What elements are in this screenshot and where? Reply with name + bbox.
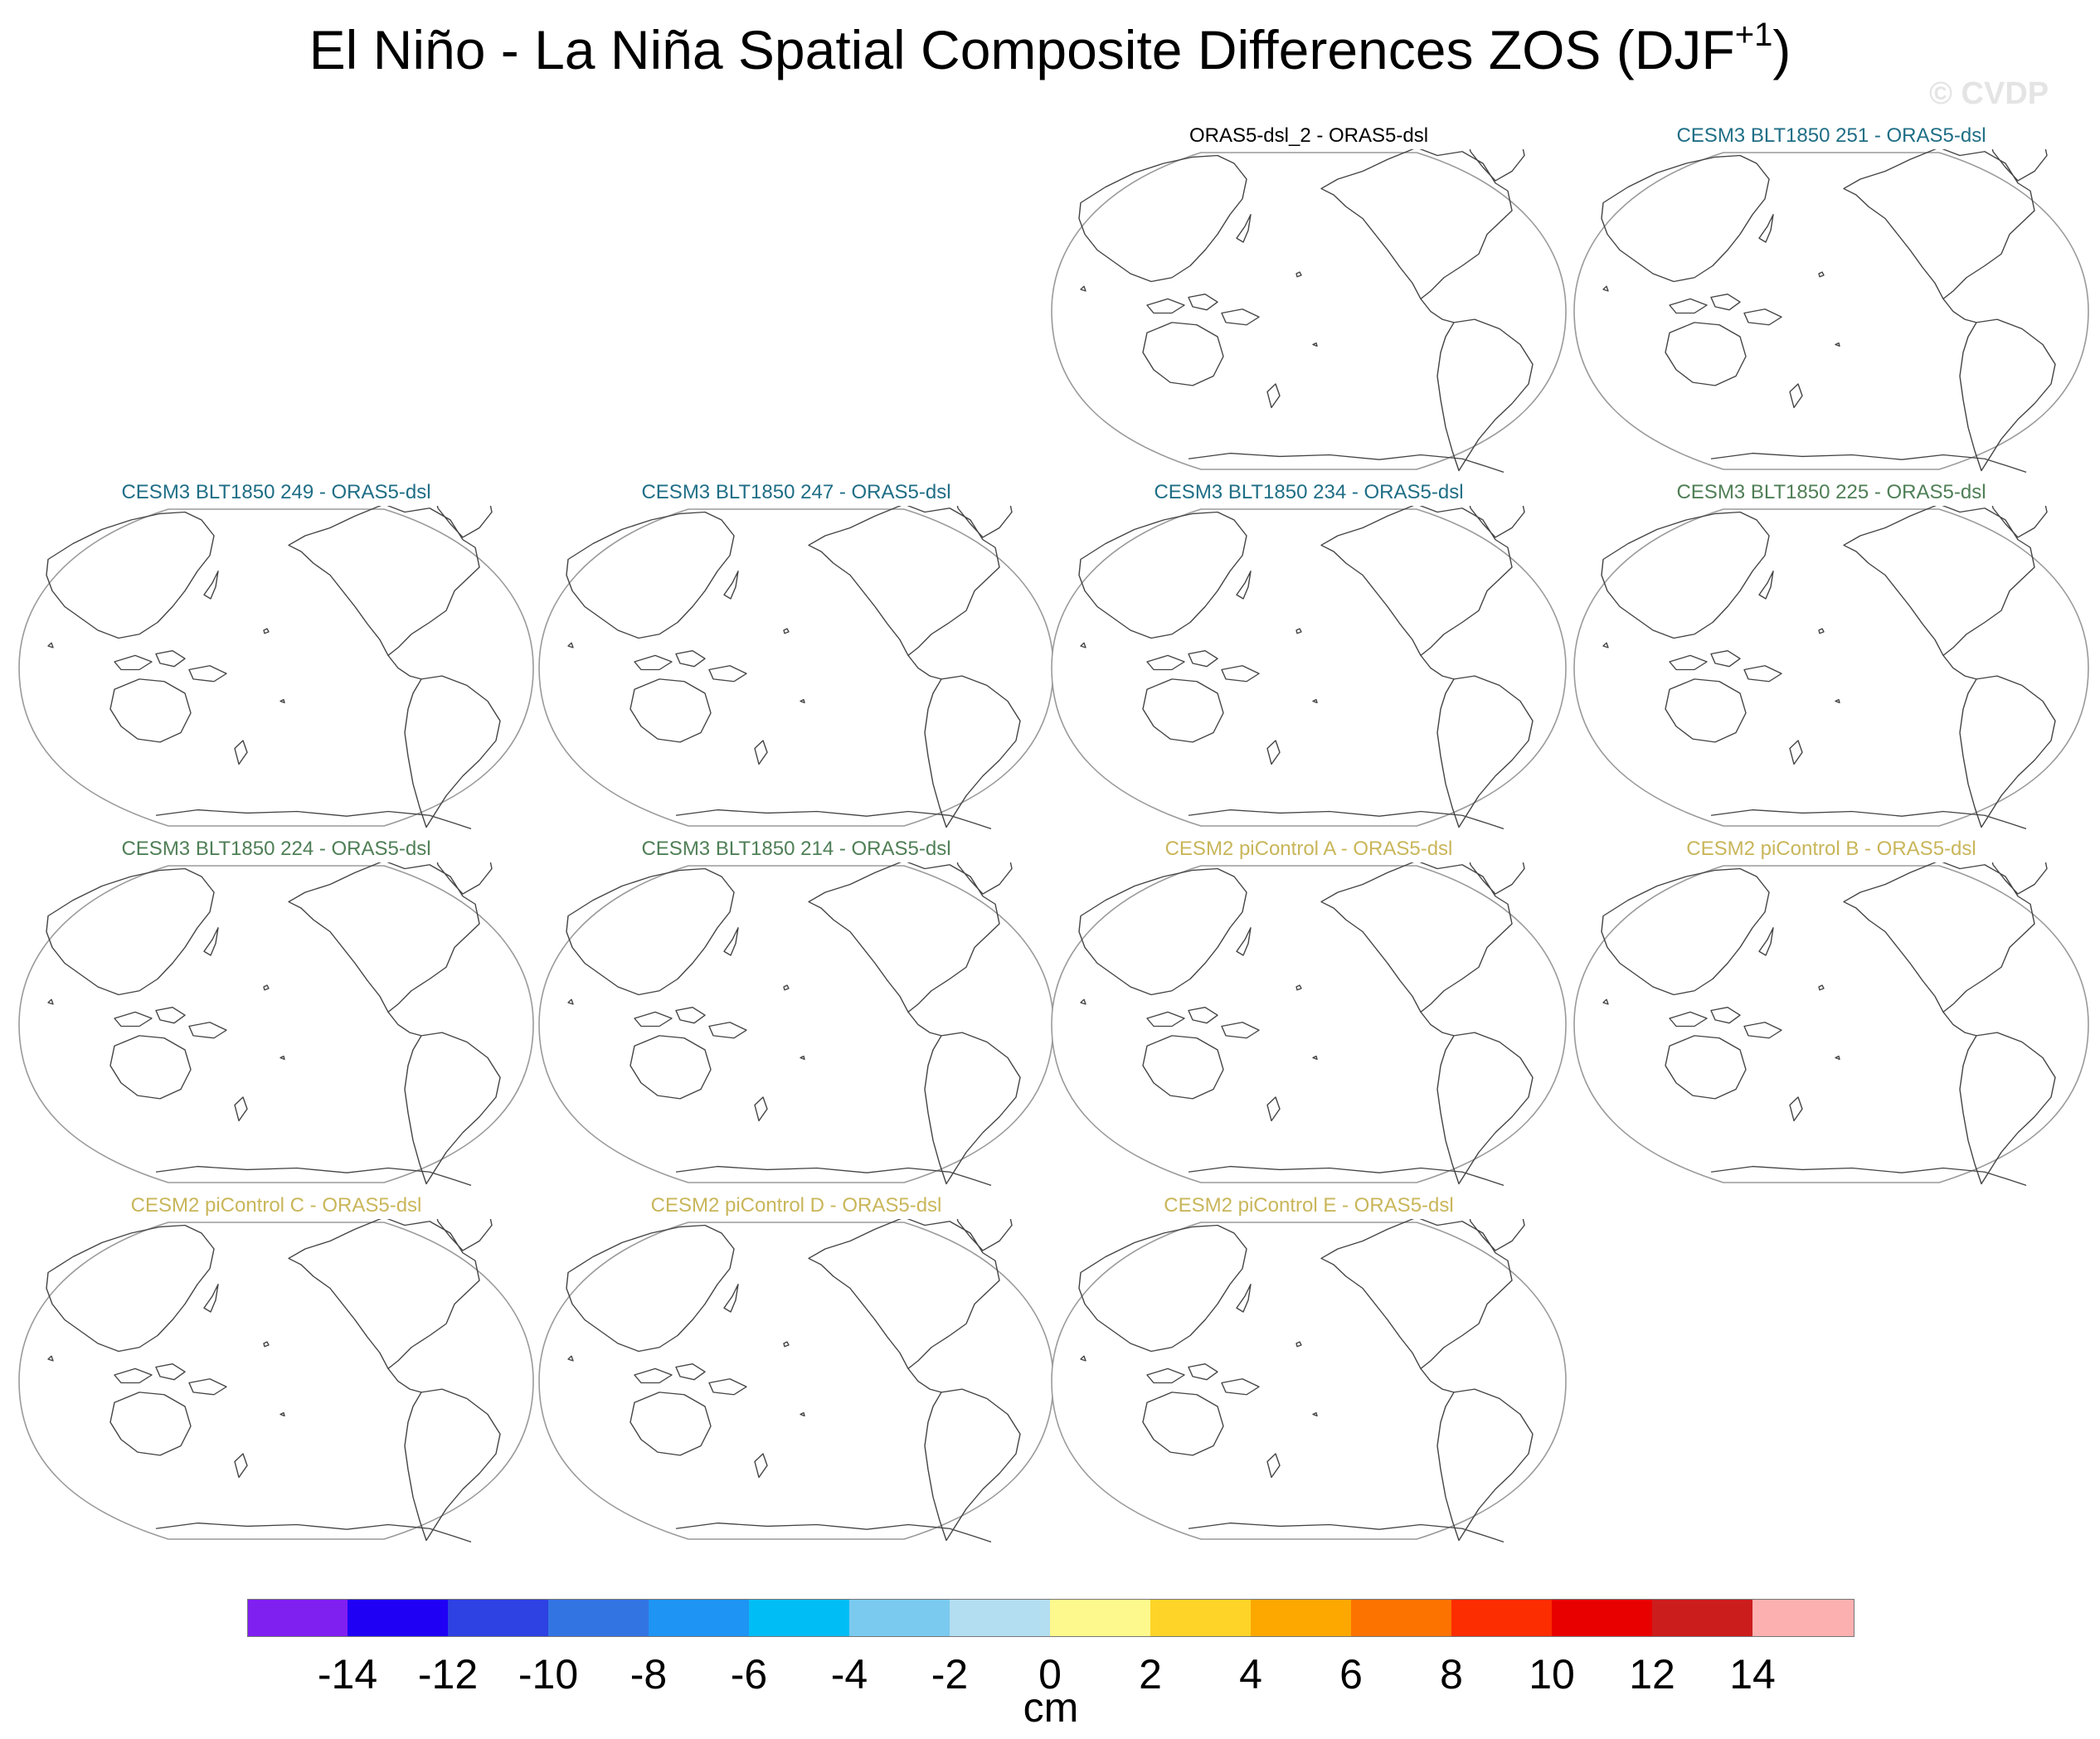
- panel-title: CESM3 BLT1850 251 - ORAS5-dsl: [1676, 124, 1986, 147]
- world-map: [18, 862, 534, 1186]
- colorbar-cell: [1150, 1599, 1252, 1637]
- colorbar-tick-label: -14: [317, 1651, 378, 1698]
- colorbar-tick-label: 8: [1440, 1651, 1463, 1698]
- panel-title: CESM2 piControl D - ORAS5-dsl: [650, 1194, 942, 1217]
- colorbar-cell: [348, 1599, 449, 1637]
- map-panel: CESM3 BLT1850 224 - ORAS5-dsl: [15, 838, 537, 1186]
- panel-title: CESM3 BLT1850 224 - ORAS5-dsl: [121, 838, 431, 860]
- world-map: [1573, 149, 2089, 473]
- panel-title: CESM3 BLT1850 247 - ORAS5-dsl: [641, 481, 951, 503]
- globe-outline: [1051, 508, 1567, 827]
- globe-outline: [538, 1222, 1054, 1540]
- colorbar-tick-label: 6: [1339, 1651, 1363, 1698]
- globe-outline: [18, 1222, 534, 1540]
- colorbar-cell: [649, 1599, 750, 1637]
- map-panel: CESM3 BLT1850 249 - ORAS5-dsl: [15, 481, 537, 829]
- map-panel: ORAS5-dsl_2 - ORAS5-dsl: [1048, 124, 1570, 473]
- colorbar-tick-label: 4: [1239, 1651, 1262, 1698]
- map-panel: CESM3 BLT1850 234 - ORAS5-dsl: [1048, 481, 1570, 829]
- colorbar-tick-label: 10: [1529, 1651, 1575, 1698]
- map-panel: CESM2 piControl C - ORAS5-dsl: [15, 1194, 537, 1542]
- map-panel: CESM2 piControl D - ORAS5-dsl: [535, 1194, 1057, 1542]
- globe-outline: [1573, 865, 2089, 1183]
- colorbar-tick-label: -4: [830, 1651, 868, 1698]
- globe-outline: [1573, 508, 2089, 827]
- colorbar-cell: [1050, 1599, 1151, 1637]
- colorbar-cell: [247, 1599, 348, 1637]
- colorbar-tick-label: -8: [630, 1651, 668, 1698]
- map-panel: CESM3 BLT1850 214 - ORAS5-dsl: [535, 838, 1057, 1186]
- world-map: [18, 1219, 534, 1542]
- panel-title: CESM3 BLT1850 249 - ORAS5-dsl: [121, 481, 431, 503]
- globe-outline: [538, 865, 1054, 1183]
- map-panel: CESM3 BLT1850 225 - ORAS5-dsl: [1570, 481, 2093, 829]
- panel-title: CESM3 BLT1850 214 - ORAS5-dsl: [641, 838, 951, 860]
- figure-title-superscript: +1: [1734, 17, 1773, 53]
- colorbar-cell: [1451, 1599, 1553, 1637]
- colorbar-tick-label: 2: [1139, 1651, 1162, 1698]
- colorbar: [247, 1599, 1855, 1639]
- world-map: [1051, 862, 1567, 1186]
- colorbar-cell: [849, 1599, 950, 1637]
- colorbar-tick-label: 12: [1629, 1651, 1675, 1698]
- colorbar-cell: [1552, 1599, 1653, 1637]
- globe-outline: [1051, 865, 1567, 1183]
- colorbar-cell: [1351, 1599, 1452, 1637]
- colorbar-tick-label: 14: [1729, 1651, 1776, 1698]
- colorbar-cell: [950, 1599, 1051, 1637]
- colorbar-cell: [1752, 1599, 1854, 1637]
- map-panel: CESM3 BLT1850 251 - ORAS5-dsl: [1570, 124, 2093, 473]
- map-panel: CESM3 BLT1850 247 - ORAS5-dsl: [535, 481, 1057, 829]
- panel-title: CESM2 piControl A - ORAS5-dsl: [1164, 838, 1453, 860]
- colorbar-tick-label: -10: [518, 1651, 579, 1698]
- figure-title-close: ): [1772, 19, 1791, 80]
- colorbar-cell: [1652, 1599, 1753, 1637]
- watermark: © CVDP: [1929, 76, 2049, 111]
- world-map: [1573, 506, 2089, 829]
- colorbar-cell: [749, 1599, 850, 1637]
- world-map: [1051, 149, 1567, 473]
- colorbar-cell: [548, 1599, 649, 1637]
- panel-title: CESM2 piControl B - ORAS5-dsl: [1686, 838, 1976, 860]
- colorbar-tick-label: -2: [931, 1651, 969, 1698]
- globe-outline: [1051, 1222, 1567, 1540]
- world-map: [1051, 1219, 1567, 1542]
- globe-outline: [1573, 152, 2089, 470]
- world-map: [538, 862, 1054, 1186]
- world-map: [1051, 506, 1567, 829]
- figure-title-text: El Niño - La Niña Spatial Composite Diff…: [309, 19, 1735, 80]
- globe-outline: [1051, 152, 1567, 470]
- globe-outline: [18, 508, 534, 827]
- world-map: [18, 506, 534, 829]
- panel-title: CESM2 piControl E - ORAS5-dsl: [1164, 1194, 1454, 1217]
- world-map: [1573, 862, 2089, 1186]
- colorbar-tick-label: -12: [417, 1651, 479, 1698]
- map-panel: CESM2 piControl E - ORAS5-dsl: [1048, 1194, 1570, 1542]
- world-map: [538, 1219, 1054, 1542]
- colorbar-label: cm: [1023, 1684, 1079, 1731]
- panel-title: ORAS5-dsl_2 - ORAS5-dsl: [1189, 124, 1429, 147]
- panel-title: CESM3 BLT1850 225 - ORAS5-dsl: [1676, 481, 1986, 503]
- globe-outline: [18, 865, 534, 1183]
- panel-title: CESM2 piControl C - ORAS5-dsl: [130, 1194, 422, 1217]
- map-panel: CESM2 piControl B - ORAS5-dsl: [1570, 838, 2093, 1186]
- world-map: [538, 506, 1054, 829]
- map-panel: CESM2 piControl A - ORAS5-dsl: [1048, 838, 1570, 1186]
- colorbar-cell: [1251, 1599, 1352, 1637]
- colorbar-tick-label: 0: [1038, 1651, 1062, 1698]
- colorbar-tick-label: -6: [730, 1651, 768, 1698]
- colorbar-cell: [448, 1599, 549, 1637]
- panel-title: CESM3 BLT1850 234 - ORAS5-dsl: [1154, 481, 1464, 503]
- figure-title: El Niño - La Niña Spatial Composite Diff…: [0, 18, 2100, 81]
- globe-outline: [538, 508, 1054, 827]
